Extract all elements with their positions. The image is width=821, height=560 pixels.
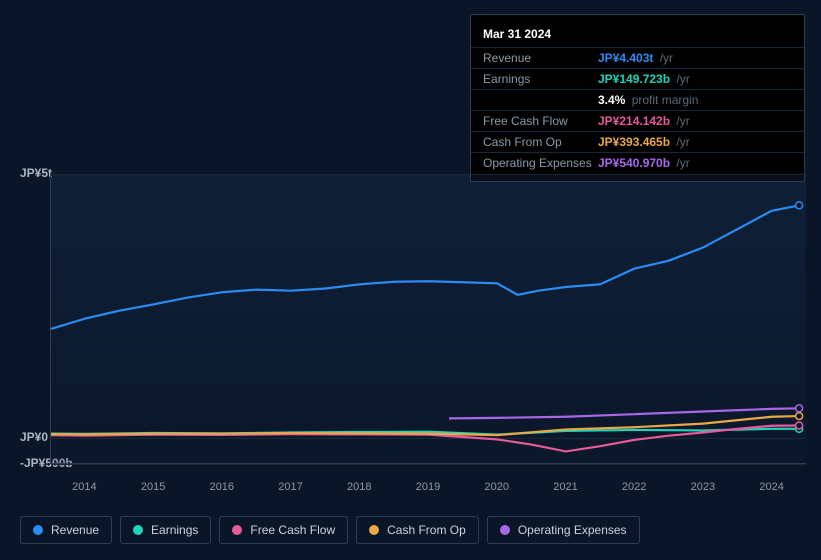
- tooltip-unit: /yr: [656, 51, 673, 65]
- chart-tooltip: Mar 31 2024 RevenueJP¥4.403t /yrEarnings…: [470, 14, 805, 182]
- x-axis-label: 2015: [141, 481, 165, 493]
- tooltip-value: JP¥149.723b: [598, 72, 670, 86]
- series-endpoint: [796, 202, 803, 209]
- tooltip-value: JP¥214.142b: [598, 114, 670, 128]
- x-axis-label: 2020: [484, 481, 508, 493]
- legend-item[interactable]: Free Cash Flow: [219, 516, 348, 544]
- legend-item[interactable]: Revenue: [20, 516, 112, 544]
- tooltip-row: Free Cash FlowJP¥214.142b /yr: [471, 111, 804, 132]
- legend-item[interactable]: Cash From Op: [356, 516, 479, 544]
- tooltip-unit: /yr: [673, 72, 690, 86]
- tooltip-label: Earnings: [483, 72, 598, 86]
- legend-label: Earnings: [151, 523, 198, 537]
- legend-swatch: [369, 525, 379, 535]
- tooltip-unit: /yr: [673, 114, 690, 128]
- series-line: [51, 205, 799, 329]
- x-axis-label: 2024: [759, 481, 783, 493]
- legend-item[interactable]: Earnings: [120, 516, 211, 544]
- y-axis-label: JP¥5t: [20, 166, 52, 180]
- tooltip-row: RevenueJP¥4.403t /yr: [471, 48, 804, 69]
- chart-legend: Revenue Earnings Free Cash Flow Cash From O…: [20, 516, 640, 544]
- x-axis-label: 2016: [210, 481, 234, 493]
- x-axis: 2014 2015 2016 2017 2018 2019 2020 2021 2022 2023…: [50, 481, 806, 501]
- x-axis-label: 2018: [347, 481, 371, 493]
- tooltip-value: JP¥393.465b: [598, 135, 670, 149]
- tooltip-row: Cash From OpJP¥393.465b /yr: [471, 132, 804, 153]
- x-axis-label: 2017: [278, 481, 302, 493]
- financials-chart: JP¥5tJP¥0-JP¥500b: [16, 158, 806, 478]
- tooltip-label: [483, 93, 598, 107]
- tooltip-unit: /yr: [673, 135, 690, 149]
- tooltip-value: JP¥4.403t: [598, 51, 653, 65]
- series-line: [449, 408, 799, 418]
- tooltip-value: 3.4%: [598, 93, 625, 107]
- series-endpoint: [796, 405, 803, 412]
- tooltip-row: 3.4% profit margin: [471, 90, 804, 111]
- tooltip-row: EarningsJP¥149.723b /yr: [471, 69, 804, 90]
- legend-label: Free Cash Flow: [250, 523, 335, 537]
- legend-swatch: [232, 525, 242, 535]
- gridline: [51, 464, 806, 465]
- tooltip-label: Free Cash Flow: [483, 114, 598, 128]
- legend-label: Cash From Op: [387, 523, 466, 537]
- tooltip-label: Cash From Op: [483, 135, 598, 149]
- series-endpoint: [796, 413, 803, 420]
- legend-label: Revenue: [51, 523, 99, 537]
- x-axis-label: 2023: [691, 481, 715, 493]
- tooltip-date: Mar 31 2024: [471, 23, 804, 48]
- series-endpoint: [796, 422, 803, 429]
- tooltip-unit: profit margin: [628, 93, 698, 107]
- legend-swatch: [133, 525, 143, 535]
- x-axis-label: 2014: [72, 481, 96, 493]
- legend-swatch: [33, 525, 43, 535]
- plot-area[interactable]: [50, 174, 806, 464]
- x-axis-label: 2019: [416, 481, 440, 493]
- legend-label: Operating Expenses: [518, 523, 627, 537]
- x-axis-label: 2021: [553, 481, 577, 493]
- legend-swatch: [500, 525, 510, 535]
- tooltip-label: Revenue: [483, 51, 598, 65]
- legend-item[interactable]: Operating Expenses: [487, 516, 640, 544]
- x-axis-label: 2022: [622, 481, 646, 493]
- y-axis-label: JP¥0: [20, 430, 48, 444]
